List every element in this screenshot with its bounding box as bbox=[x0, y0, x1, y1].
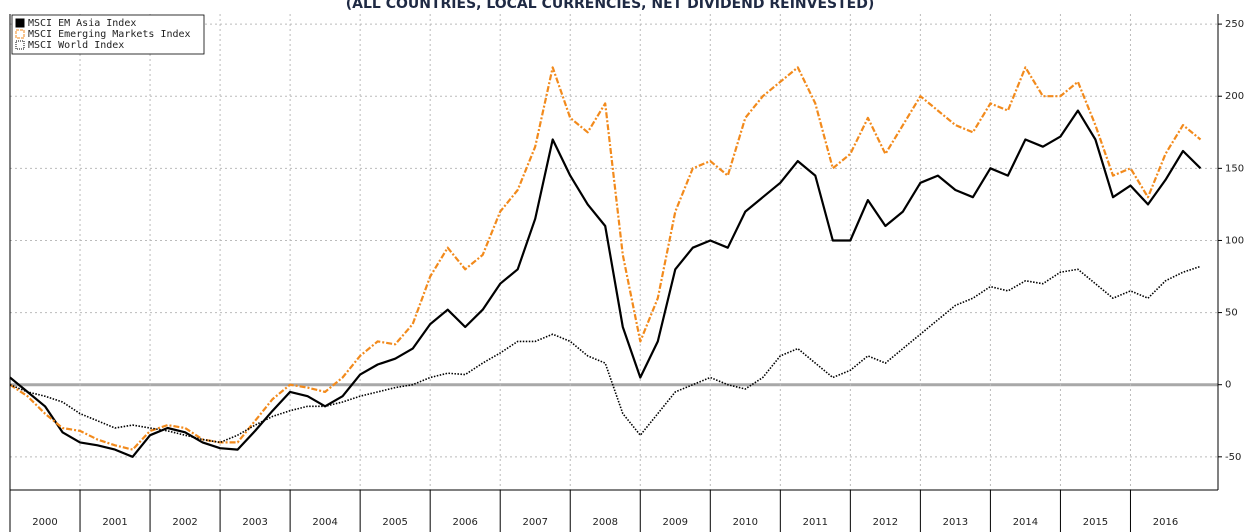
lines bbox=[9, 66, 1202, 458]
legend-swatch bbox=[15, 40, 25, 50]
chart-subtitle: (ALL COUNTRIES, LOCAL CURRENCIES, NET DI… bbox=[346, 0, 874, 12]
x-tick-label: 2003 bbox=[242, 517, 267, 528]
x-tick-label: 2011 bbox=[803, 517, 828, 528]
x-tick-label: 2013 bbox=[943, 517, 968, 528]
x-tick-label: 2008 bbox=[593, 517, 618, 528]
axes: -50 0 50 100 150 200 250 2000 2001 2002 2003 2004 20… bbox=[9, 14, 1244, 532]
x-tick-label: 2001 bbox=[102, 517, 127, 528]
legend-swatch bbox=[15, 29, 25, 39]
x-tick-label: 2009 bbox=[663, 517, 688, 528]
y-tick-label: 50 bbox=[1225, 308, 1238, 319]
legend-label: MSCI World Index bbox=[28, 40, 124, 51]
x-tick-label: 2002 bbox=[172, 517, 197, 528]
series-line bbox=[9, 66, 1202, 451]
grid bbox=[10, 14, 1218, 490]
y-tick-label: 250 bbox=[1225, 19, 1244, 30]
x-tick-label: 2004 bbox=[312, 517, 337, 528]
x-tick-label: 2014 bbox=[1013, 517, 1038, 528]
legend-swatch bbox=[15, 18, 25, 28]
y-tick-label: 100 bbox=[1225, 235, 1244, 246]
x-tick-label: 2015 bbox=[1083, 517, 1108, 528]
series-line bbox=[9, 109, 1202, 458]
x-tick-label: 2016 bbox=[1153, 517, 1178, 528]
legend-label: MSCI Emerging Markets Index bbox=[28, 29, 191, 40]
x-tick-label: 2007 bbox=[522, 517, 547, 528]
x-tick-label: 2006 bbox=[452, 517, 477, 528]
y-tick-label: 0 bbox=[1225, 380, 1231, 391]
y-tick-label: 150 bbox=[1225, 163, 1244, 174]
x-tick-label: 2000 bbox=[32, 517, 57, 528]
x-tick-label: 2012 bbox=[873, 517, 898, 528]
legend-box bbox=[11, 14, 205, 55]
y-tick-label: 200 bbox=[1225, 91, 1244, 102]
y-tick-label: -50 bbox=[1225, 452, 1241, 463]
x-tick-label: 2005 bbox=[382, 517, 407, 528]
legend-label: MSCI EM Asia Index bbox=[28, 18, 136, 29]
x-tick-label: 2010 bbox=[733, 517, 758, 528]
